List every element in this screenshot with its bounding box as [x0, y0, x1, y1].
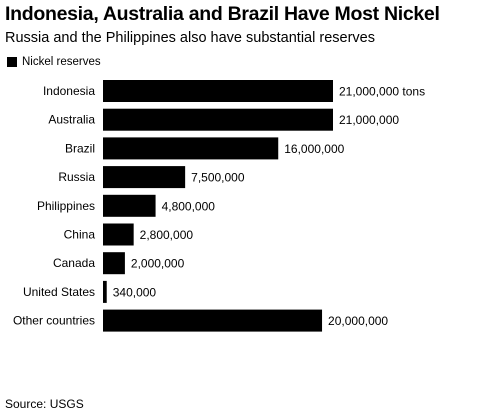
data-label-brazil: 16,000,000: [284, 142, 344, 156]
legend: Nickel reserves: [7, 56, 101, 68]
data-label-australia: 21,000,000: [339, 113, 399, 127]
category-label-china: China: [64, 228, 96, 242]
category-label-brazil: Brazil: [65, 141, 95, 155]
category-label-australia: Australia: [48, 113, 95, 127]
data-label-china: 2,800,000: [140, 228, 194, 242]
bar-russia: [103, 166, 186, 189]
bar-china: [103, 223, 134, 246]
legend-swatch: [7, 57, 17, 67]
data-label-canada: 2,000,000: [131, 257, 185, 271]
category-label-other-countries: Other countries: [13, 314, 95, 328]
chart-title: Indonesia, Australia and Brazil Have Mos…: [5, 3, 440, 25]
data-label-indonesia: 21,000,000 tons: [339, 85, 425, 99]
data-label-other-countries: 20,000,000: [328, 314, 388, 328]
bar-united-states: [103, 280, 107, 303]
bar-brazil: [103, 137, 279, 160]
source-note: Source: USGS: [5, 397, 84, 411]
data-label-russia: 7,500,000: [191, 171, 245, 185]
bar-canada: [103, 252, 125, 275]
category-label-indonesia: Indonesia: [43, 84, 95, 98]
data-label-united-states: 340,000: [113, 285, 157, 299]
bar-australia: [103, 108, 333, 131]
bar-philippines: [103, 194, 156, 217]
category-label-russia: Russia: [58, 170, 95, 184]
category-label-philippines: Philippines: [37, 199, 95, 213]
bar-other-countries: [103, 309, 323, 332]
data-label-philippines: 4,800,000: [162, 199, 216, 213]
category-label-united-states: United States: [23, 285, 95, 299]
category-label-canada: Canada: [53, 256, 95, 270]
bar-indonesia: [103, 80, 333, 102]
chart-subtitle: Russia and the Philippines also have sub…: [5, 30, 375, 46]
legend-label: Nickel reserves: [22, 56, 101, 68]
